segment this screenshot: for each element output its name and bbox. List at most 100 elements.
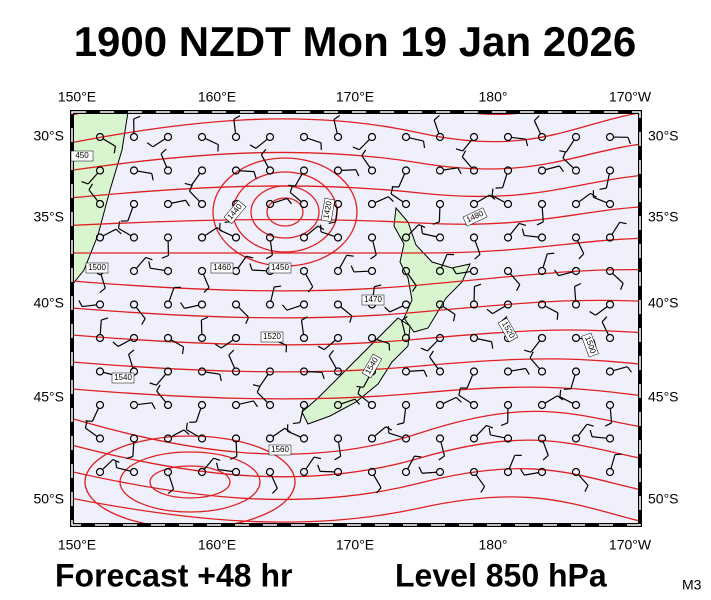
barb-staff (202, 273, 210, 288)
station (537, 132, 547, 142)
station (163, 132, 173, 142)
barb-flag (370, 254, 377, 260)
barb-staff (152, 138, 166, 148)
station (95, 166, 105, 175)
barb-flag (474, 283, 482, 288)
barb-staff (237, 255, 247, 269)
station (401, 300, 411, 309)
contour-label-box (70, 150, 94, 162)
station (571, 300, 581, 309)
station (265, 132, 275, 142)
barb-flag (281, 304, 288, 311)
lat-label: 40°S (648, 295, 679, 311)
barb-flag (563, 388, 571, 390)
barb-flag (553, 269, 560, 277)
barb-staff (456, 270, 471, 275)
barb-staff (422, 233, 437, 238)
station (129, 199, 139, 209)
barb-flag (525, 368, 530, 375)
barb-flag (99, 287, 106, 294)
station (401, 233, 411, 242)
station (571, 266, 581, 276)
contour-label-text: 1470 (364, 295, 382, 304)
barb-flag (317, 464, 321, 472)
barb-staff (390, 193, 404, 203)
barb-flag (249, 144, 257, 149)
barb-staff (409, 137, 424, 142)
contour-line (72, 143, 640, 171)
barb-flag (289, 185, 294, 193)
barb-flag (557, 395, 564, 401)
barb-flag (274, 285, 282, 288)
barb-staff (272, 427, 286, 438)
station (95, 434, 105, 443)
contour-line (72, 112, 640, 144)
barb-flag (78, 300, 83, 307)
station (503, 132, 513, 142)
station (537, 300, 547, 309)
barb-staff (171, 199, 186, 204)
barb-flag (474, 254, 481, 260)
barb-staff (270, 474, 278, 489)
station (435, 467, 445, 477)
barb-flag (589, 310, 596, 316)
title: 1900 NZDT Mon 19 Jan 2026 (74, 18, 637, 65)
station (129, 400, 139, 410)
map-content (72, 112, 640, 525)
barb-staff (409, 369, 425, 372)
barb-flag (420, 347, 428, 352)
station (95, 233, 105, 242)
station (163, 400, 173, 410)
station (469, 199, 479, 209)
contour-label-text: 450 (75, 151, 89, 160)
barb-flag (352, 146, 360, 151)
barb-flag (414, 455, 422, 458)
station (367, 467, 377, 477)
lon-label: 170°E (336, 89, 374, 105)
lat-label: 50°S (648, 491, 679, 507)
barb-staff (307, 137, 322, 144)
station (333, 266, 343, 276)
station (435, 333, 445, 343)
barb-staff (474, 240, 481, 255)
contour-label-box (210, 262, 234, 274)
station (537, 166, 547, 175)
barb-flag (334, 455, 341, 461)
barb-flag (488, 427, 491, 436)
barb-flag (112, 341, 119, 347)
station (95, 467, 105, 477)
barb-flag (589, 429, 593, 437)
barb-staff (443, 167, 458, 171)
station (197, 434, 207, 443)
barb-flag (619, 221, 627, 225)
right-axis: 30°S 35°S 40°S 45°S 50°S (648, 128, 679, 507)
station (333, 333, 343, 343)
barb-staff (219, 229, 234, 237)
barb-flag (160, 148, 167, 155)
barb-staff (128, 354, 134, 369)
barb-staff (191, 173, 201, 186)
barb-staff (294, 173, 303, 187)
barb-flag (433, 115, 440, 121)
barb-staff (195, 408, 202, 423)
barb-staff (341, 398, 356, 405)
contour-line (72, 174, 640, 199)
barb-flag (230, 455, 238, 460)
barb-flag (328, 350, 335, 357)
station (265, 367, 275, 376)
barb-staff (389, 305, 404, 313)
barb-staff (132, 441, 135, 457)
station (231, 333, 241, 343)
station (435, 367, 445, 376)
station (299, 467, 309, 477)
barb-flag (126, 455, 134, 460)
station (537, 467, 547, 477)
barb-flag (516, 284, 521, 292)
contour-label: 1450 (268, 262, 292, 274)
station (401, 199, 411, 209)
barb-flag (113, 146, 117, 154)
barb-staff (238, 306, 250, 318)
barb-flag (411, 285, 417, 292)
contour-label: 1520 (260, 331, 284, 343)
